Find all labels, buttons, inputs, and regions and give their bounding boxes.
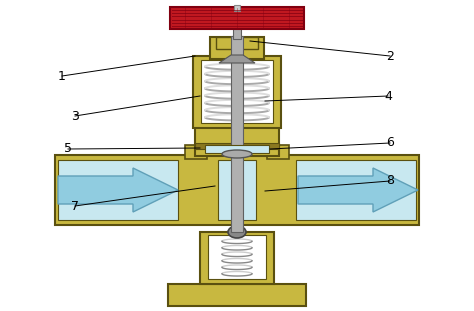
Polygon shape xyxy=(298,168,418,212)
Text: 7: 7 xyxy=(71,199,79,212)
Bar xyxy=(168,284,306,306)
Bar xyxy=(231,36,243,232)
Text: 6: 6 xyxy=(386,137,394,150)
Bar xyxy=(216,37,232,49)
Ellipse shape xyxy=(222,150,252,158)
Bar xyxy=(296,160,416,220)
Polygon shape xyxy=(58,168,178,212)
Bar xyxy=(58,160,178,220)
Text: 1: 1 xyxy=(58,69,66,82)
Bar xyxy=(170,7,304,29)
Bar xyxy=(193,56,281,128)
Polygon shape xyxy=(219,55,255,63)
Bar xyxy=(55,155,419,225)
Bar xyxy=(208,235,266,279)
Bar xyxy=(201,60,273,123)
Bar xyxy=(234,5,240,11)
Ellipse shape xyxy=(228,226,246,238)
Text: 8: 8 xyxy=(386,174,394,188)
Bar xyxy=(242,37,258,49)
Text: 3: 3 xyxy=(71,109,79,123)
Bar xyxy=(218,160,256,220)
Text: 2: 2 xyxy=(386,49,394,63)
Text: 5: 5 xyxy=(64,142,72,156)
Bar xyxy=(195,126,279,156)
Text: 4: 4 xyxy=(384,90,392,103)
Bar xyxy=(195,143,279,149)
Bar xyxy=(210,37,264,59)
Bar xyxy=(233,9,241,39)
Bar xyxy=(200,232,274,284)
Bar xyxy=(205,145,269,153)
Bar xyxy=(185,145,207,159)
Bar xyxy=(267,145,289,159)
